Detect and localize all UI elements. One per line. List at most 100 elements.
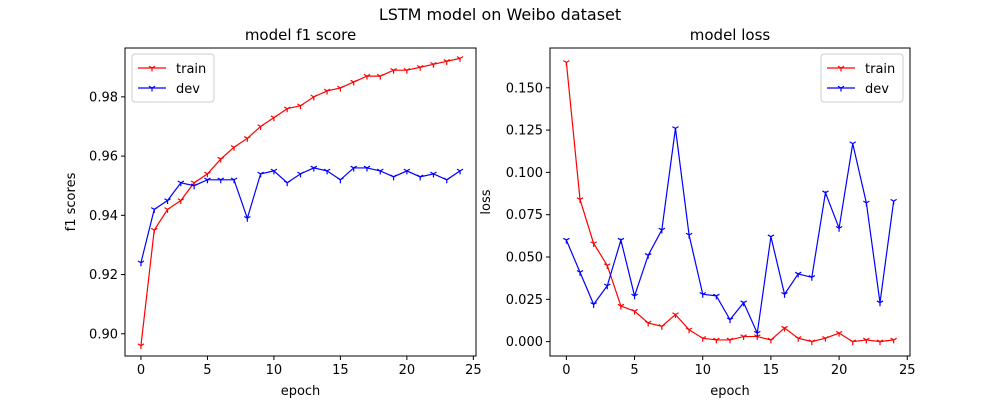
data-point-dev xyxy=(363,165,371,172)
data-point-train xyxy=(177,198,185,205)
data-point-dev xyxy=(257,171,264,178)
data-point-dev xyxy=(563,237,570,244)
y-tick-label: 0.98 xyxy=(89,90,118,105)
y-axis-label: loss xyxy=(479,189,494,214)
plot-title: model loss xyxy=(690,26,771,44)
x-tick-label: 10 xyxy=(694,363,711,378)
legend-marker-dev xyxy=(148,85,156,92)
x-axis-label: epoch xyxy=(281,384,321,399)
data-point-train xyxy=(658,324,666,330)
data-point-dev xyxy=(685,232,693,239)
data-point-dev xyxy=(403,168,411,175)
data-point-dev xyxy=(443,177,451,184)
legend-label-dev: dev xyxy=(865,82,889,97)
x-tick-label: 15 xyxy=(763,363,780,378)
data-point-train xyxy=(849,339,857,346)
data-point-dev xyxy=(177,180,185,187)
data-point-train xyxy=(310,94,318,101)
data-point-dev xyxy=(631,293,638,300)
data-point-dev xyxy=(699,291,707,298)
y-tick-label: 0.90 xyxy=(89,327,118,342)
data-point-train xyxy=(631,308,638,315)
x-tick-label: 0 xyxy=(562,363,570,378)
data-point-dev xyxy=(876,300,884,307)
data-point-train xyxy=(323,88,331,95)
data-point-train xyxy=(781,325,788,332)
y-tick-label: 0.92 xyxy=(89,268,118,283)
data-point-dev xyxy=(726,317,734,324)
data-point-train xyxy=(376,73,384,80)
y-tick-label: 0.125 xyxy=(506,124,543,139)
axes-frame xyxy=(549,47,911,357)
series-train xyxy=(563,60,897,346)
data-point-train xyxy=(563,60,570,66)
legend-label-dev: dev xyxy=(176,82,200,97)
data-point-dev xyxy=(350,165,358,172)
y-tick-label: 0.100 xyxy=(506,166,543,181)
data-point-train xyxy=(699,335,707,342)
data-point-train xyxy=(217,156,225,163)
legend-label-train: train xyxy=(176,62,206,77)
axes-frame xyxy=(124,47,477,357)
data-point-dev xyxy=(430,171,437,178)
y-tick-label: 0.050 xyxy=(506,251,543,266)
data-point-dev xyxy=(644,253,652,259)
data-point-dev xyxy=(617,237,625,244)
x-tick-label: 5 xyxy=(630,363,638,378)
data-point-dev xyxy=(753,330,761,337)
data-point-dev xyxy=(230,177,238,184)
data-point-dev xyxy=(781,291,788,298)
y-tick-label: 0.150 xyxy=(506,81,543,96)
data-point-dev xyxy=(672,126,679,132)
data-point-train xyxy=(603,263,611,269)
data-point-dev xyxy=(416,174,424,181)
f1-score-plot: model f1 score 0 5 10 15 20 25 0.90 0.92 0.94 0.96… xyxy=(64,26,482,399)
data-point-dev xyxy=(456,168,464,175)
y-tick-label: 0.000 xyxy=(506,335,543,350)
data-point-dev xyxy=(808,275,816,281)
data-point-train xyxy=(808,339,816,346)
data-point-dev xyxy=(164,198,171,205)
data-point-dev xyxy=(603,283,611,290)
y-tick-label: 0.94 xyxy=(89,209,118,224)
series-dev xyxy=(137,165,464,267)
data-point-train xyxy=(164,207,171,213)
data-point-dev xyxy=(190,183,198,190)
x-tick-label: 25 xyxy=(899,363,916,378)
data-point-dev xyxy=(863,200,870,207)
data-point-train xyxy=(416,64,424,71)
data-point-train xyxy=(243,136,251,142)
data-point-train xyxy=(150,227,158,234)
data-point-dev xyxy=(890,198,897,205)
data-point-train xyxy=(337,85,344,92)
data-point-dev xyxy=(137,260,145,267)
data-point-train xyxy=(822,335,829,342)
data-point-train xyxy=(270,115,278,122)
data-point-dev xyxy=(217,177,225,184)
loss-plot: model loss 0 5 10 15 20 25 0.000 0.025 0.050 0.075… xyxy=(479,26,916,399)
legend-label-train: train xyxy=(865,62,895,77)
x-tick-label: 20 xyxy=(831,363,848,378)
data-point-train xyxy=(835,330,843,337)
data-point-dev xyxy=(150,207,158,213)
data-point-train xyxy=(576,197,584,203)
series-line-dev xyxy=(140,167,461,263)
data-point-dev xyxy=(849,141,857,148)
data-point-dev xyxy=(337,177,344,184)
data-point-train xyxy=(685,327,693,334)
series-dev xyxy=(563,126,897,337)
data-point-dev xyxy=(590,302,597,308)
data-point-dev xyxy=(576,269,584,276)
x-tick-label: 15 xyxy=(332,363,349,378)
legend-marker-train xyxy=(837,65,845,72)
legend: train dev xyxy=(131,53,215,103)
series-train xyxy=(137,56,464,350)
data-point-train xyxy=(456,56,464,62)
data-point-dev xyxy=(822,190,829,197)
data-point-train xyxy=(713,337,720,344)
data-point-dev xyxy=(243,216,251,222)
data-point-train xyxy=(204,171,211,178)
data-point-dev xyxy=(740,300,747,307)
data-point-dev xyxy=(835,225,843,232)
data-point-train xyxy=(767,337,775,344)
